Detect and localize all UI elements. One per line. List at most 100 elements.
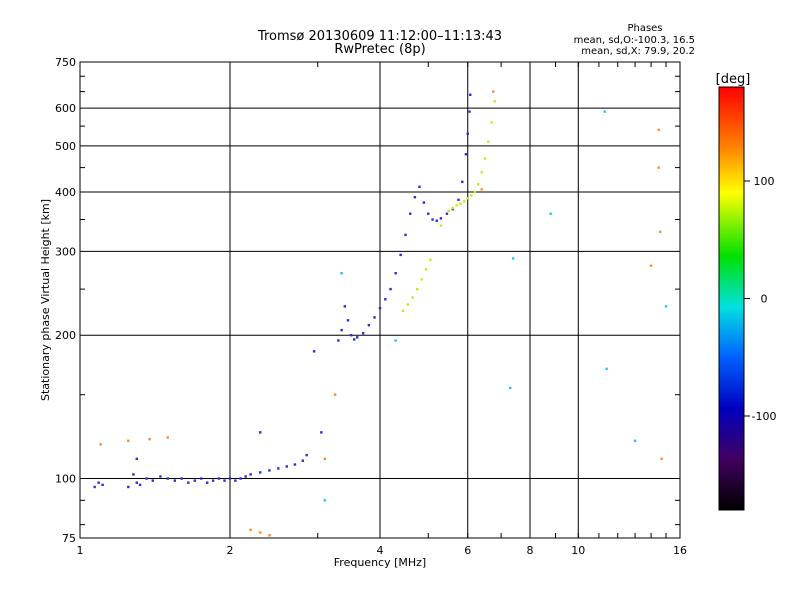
data-point-O [187,481,190,484]
data-point-scattered [658,230,662,233]
data-point-O [361,331,365,335]
data-point-X [470,194,473,197]
phases-heading: Phases [627,23,662,34]
data-point-O [349,334,353,337]
data-point-O [343,305,347,308]
data-point-O [249,473,252,476]
colorbar-ticks: 100 0 -100 [744,175,776,423]
data-point-O [228,477,232,480]
data-point-noise [511,257,515,260]
data-point-O [217,477,221,480]
data-point-scattered [249,528,252,532]
data-point-scattered [166,436,169,439]
data-point-noise [323,499,327,502]
phases-legend: Phases mean, sd,O:-100.3, 16.5 mean, sd,… [574,23,695,57]
data-point-scattered [480,188,483,191]
data-point-O [193,479,197,482]
data-point-X [480,171,483,174]
data-point-scattered [268,534,271,537]
data-point-noise [605,367,608,371]
x-tick-label: 2 [227,544,234,557]
data-point-X [401,309,405,313]
colorbar-title: [deg] [716,72,751,87]
chart-subtitle: RwPretec (8p) [334,42,425,57]
data-point-O [384,298,387,301]
data-point-O [320,431,323,434]
data-point-O [409,212,412,215]
data-point-O [466,132,469,135]
data-point-noise [633,439,637,443]
data-point-O [127,485,130,489]
data-point-O [422,201,426,204]
data-point-O [378,306,382,310]
y-tick-label: 400 [55,186,76,199]
y-axis-label: Stationary phase Virtual Height [km] [39,199,52,401]
data-point-O [138,483,142,487]
data-point-O [234,479,237,482]
data-point-O [404,233,407,237]
data-point-X [415,287,419,291]
data-point-O [205,481,209,484]
data-point-scattered [148,437,151,441]
y-tick-label: 300 [55,245,76,258]
data-point-O [337,339,340,342]
data-point-X [447,209,451,213]
phases-o-mode: mean, sd,O:-100.3, 16.5 [574,35,695,46]
data-point-O [166,477,169,480]
data-point-X [420,278,423,281]
data-point-O [464,153,468,156]
data-point-O [346,319,350,322]
data-point-O [312,350,316,353]
data-point-O [199,477,203,480]
y-tick-label: 600 [55,102,76,115]
y-tick-label: 500 [55,140,76,153]
data-point-O [469,93,472,96]
data-point-O [285,465,288,468]
data-point-scattered [660,457,663,461]
data-point-scattered [649,264,653,267]
data-point-O [389,287,392,291]
data-point-O [394,272,397,275]
data-point-X [451,206,455,210]
data-point-O [373,316,376,319]
data-point-noise [664,305,668,308]
data-point-O [340,328,343,332]
data-point-X [439,224,443,227]
x-tick-label: 8 [527,544,534,557]
data-point-O [355,336,359,339]
y-tick-label: 200 [55,329,76,342]
colorbar-tick-label: -100 [752,410,777,423]
data-point-O [399,253,402,257]
data-point-O [223,479,226,482]
data-point-X [483,157,487,160]
data-point-scattered [657,128,660,132]
data-point-X [459,202,462,205]
x-tick-label: 16 [673,544,687,557]
data-point-O [239,477,242,480]
data-point-scattered [657,166,660,169]
data-point-noise [549,212,552,215]
data-point-O [151,479,155,482]
data-point-O [352,338,356,341]
data-point-O [457,198,460,202]
x-tick-label: 1 [77,544,84,557]
data-point-noise [508,386,512,390]
data-point-O [132,473,135,476]
data-point-O [435,219,438,222]
data-point-X [490,121,493,124]
phases-x-mode: mean, sd,X: 79.9, 20.2 [581,46,695,57]
data-point-noise [394,339,397,342]
data-point-O [367,323,371,327]
y-axis-ticks: 75 100 200 300 400 500 600 750 [55,56,76,545]
y-tick-label: 100 [55,473,76,486]
data-point-O [259,431,262,434]
data-point-O [93,485,96,489]
x-axis-ticks: 1 2 4 6 8 10 16 [77,544,688,557]
colorbar-tick-label: 0 [761,293,768,306]
x-tick-label: 4 [377,544,384,557]
x-tick-label: 10 [571,544,585,557]
data-point-noise [340,272,343,275]
data-point-noise [603,110,606,113]
data-point-scattered [333,393,337,396]
data-point-scattered [127,439,130,443]
